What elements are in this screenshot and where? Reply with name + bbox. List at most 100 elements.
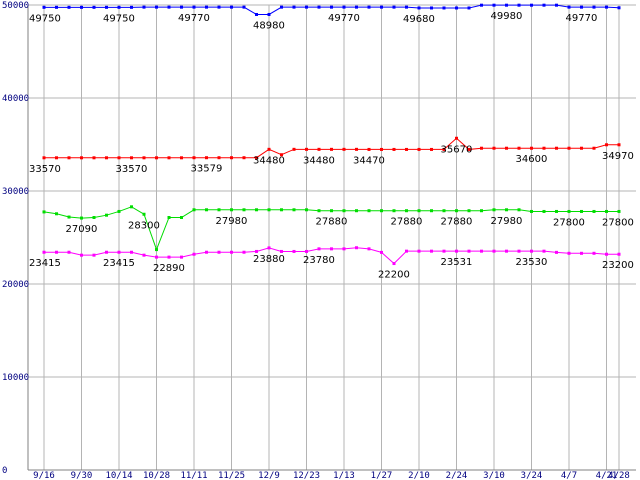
data-point <box>305 147 308 151</box>
data-point <box>467 209 471 213</box>
data-point <box>192 156 196 160</box>
data-point <box>317 147 321 151</box>
data-point <box>305 249 308 253</box>
data-point <box>542 3 546 7</box>
data-point <box>455 209 458 213</box>
x-tick-label: 4/7 <box>561 471 577 480</box>
data-point <box>405 147 408 151</box>
data-point <box>142 212 146 216</box>
data-point <box>455 6 458 10</box>
data-point <box>230 156 233 160</box>
data-point <box>580 146 583 150</box>
data-point <box>355 5 358 9</box>
data-labels: 49750 49750 49770 48980 49770 49680 49980 49770… <box>29 11 634 280</box>
data-label: 49980 <box>491 11 523 22</box>
data-point <box>467 249 471 253</box>
data-point <box>80 216 83 220</box>
data-point <box>517 249 521 253</box>
data-point <box>180 5 183 9</box>
data-point <box>317 209 321 213</box>
data-point <box>217 5 221 9</box>
data-label: 33570 <box>29 164 61 175</box>
data-point <box>442 147 446 151</box>
data-point <box>192 208 196 212</box>
data-label: 27800 <box>553 217 585 228</box>
data-point <box>380 5 383 9</box>
data-point <box>430 209 433 213</box>
data-label: 33579 <box>191 164 223 175</box>
data-point <box>117 5 121 9</box>
data-point <box>180 255 183 259</box>
x-tick-label: 2/24 <box>446 471 468 480</box>
data-point <box>517 146 521 150</box>
data-point <box>305 5 308 9</box>
data-point <box>180 216 183 220</box>
data-label: 22200 <box>378 270 410 281</box>
data-label: 23780 <box>303 255 335 266</box>
data-point <box>230 208 233 212</box>
data-point <box>392 209 396 213</box>
data-point <box>592 146 596 150</box>
x-tick-label: 12/9 <box>258 471 280 480</box>
data-point <box>155 255 158 259</box>
data-point <box>567 251 571 255</box>
data-point <box>67 215 71 219</box>
data-point <box>430 147 433 151</box>
data-point <box>42 5 46 9</box>
y-tick-label: 50000 <box>2 1 29 11</box>
data-point <box>480 146 483 150</box>
data-point <box>492 3 496 7</box>
data-point <box>555 146 558 150</box>
data-point <box>342 147 346 151</box>
data-point <box>117 250 121 254</box>
data-point <box>305 208 308 212</box>
data-point <box>105 5 108 9</box>
data-point <box>280 5 283 9</box>
data-point <box>230 5 233 9</box>
data-point <box>480 3 483 7</box>
x-tick-label: 4/21 <box>596 471 618 480</box>
data-point <box>355 147 358 151</box>
data-label: 27980 <box>491 216 523 227</box>
data-point <box>42 156 46 160</box>
x-tick-label: 1/13 <box>333 471 355 480</box>
data-point <box>280 249 283 253</box>
data-point <box>105 156 108 160</box>
data-label: 49750 <box>29 13 61 24</box>
data-point <box>167 5 171 9</box>
data-point <box>55 250 58 254</box>
data-label: 27880 <box>316 217 348 228</box>
data-label: 27090 <box>66 224 98 235</box>
data-point <box>555 250 558 254</box>
y-tick-label: 10000 <box>2 373 29 383</box>
data-point <box>117 156 121 160</box>
y-tick-label: 20000 <box>2 280 29 290</box>
data-point <box>342 209 346 213</box>
data-point <box>367 5 371 9</box>
data-point <box>92 216 96 220</box>
data-point <box>555 3 558 7</box>
data-point <box>330 209 333 213</box>
data-point <box>480 249 483 253</box>
data-point <box>167 156 171 160</box>
data-label: 27880 <box>391 217 423 228</box>
data-point <box>617 209 621 213</box>
data-point <box>417 147 421 151</box>
data-point <box>317 5 321 9</box>
data-point <box>92 253 96 257</box>
data-point <box>455 249 458 253</box>
data-label: 34970 <box>602 151 634 162</box>
data-point <box>280 208 283 212</box>
x-tick-label: 1/27 <box>371 471 393 480</box>
data-point <box>105 250 108 254</box>
data-point <box>392 5 396 9</box>
data-point <box>330 147 333 151</box>
data-point <box>255 208 258 212</box>
data-label: 48980 <box>253 20 285 31</box>
data-point <box>205 156 208 160</box>
data-point <box>105 213 108 217</box>
series-group <box>42 3 621 266</box>
data-point <box>292 249 296 253</box>
data-point <box>67 5 71 9</box>
